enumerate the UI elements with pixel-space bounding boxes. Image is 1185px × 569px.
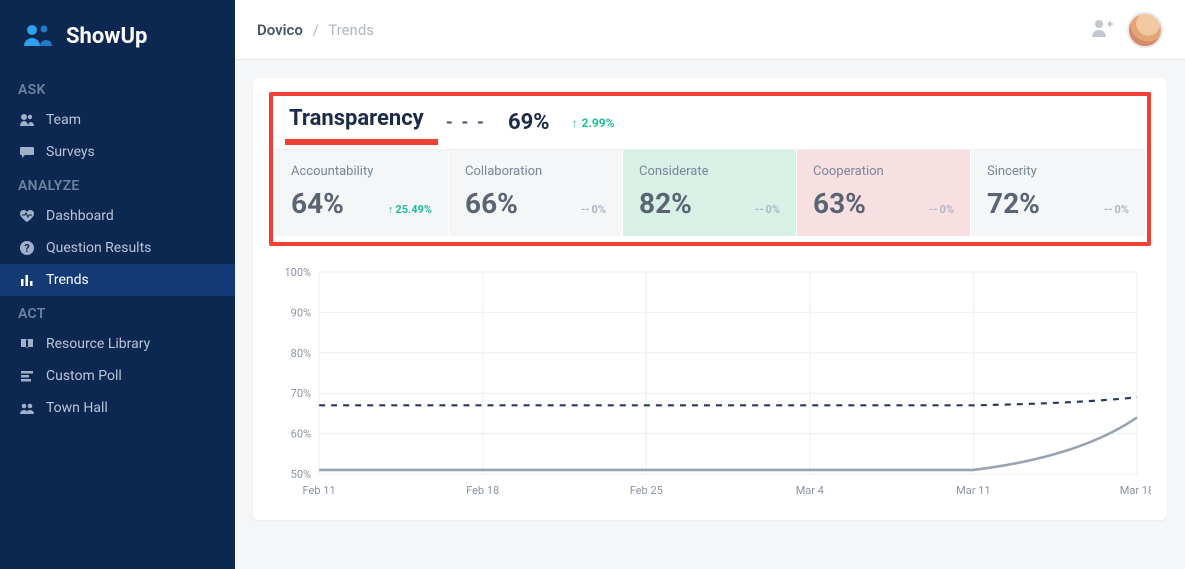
transparency-delta-value: 2.99% (582, 116, 615, 130)
delta-arrow-icon: -- (929, 203, 938, 216)
metric-value: 63% (813, 187, 866, 220)
metric-card-sincerity[interactable]: Sincerity 72% --0% (971, 150, 1145, 236)
svg-text:Mar 18: Mar 18 (1120, 484, 1151, 497)
sidebar-item-label: Trends (46, 272, 89, 288)
chat-icon (18, 145, 36, 159)
poll-icon (18, 369, 36, 383)
app-root: ShowUp ASK Team Surveys ANALYZE Dashboard? Qu… (0, 0, 1185, 569)
svg-text:Mar 11: Mar 11 (956, 484, 990, 497)
content: Transparency - - - 69% ↑ 2.99% Accountab… (235, 60, 1185, 569)
svg-text:80%: 80% (291, 347, 311, 360)
svg-text:Feb 18: Feb 18 (466, 484, 499, 497)
transparency-dashes: - - - (446, 112, 486, 133)
svg-text:70%: 70% (291, 387, 311, 400)
sidebar-item-resource-library[interactable]: Resource Library (0, 328, 235, 360)
metric-card-accountability[interactable]: Accountability 64% ↑25.49% (275, 150, 449, 236)
sidebar-item-label: Resource Library (46, 336, 150, 352)
metric-delta: --0% (581, 203, 606, 216)
brand-name: ShowUp (66, 24, 147, 49)
sidebar-item-label: Dashboard (46, 208, 114, 224)
delta-arrow-icon: -- (755, 203, 764, 216)
svg-text:60%: 60% (291, 428, 311, 441)
team-icon (18, 113, 36, 127)
svg-text:Feb 25: Feb 25 (630, 484, 663, 497)
svg-text:Mar 4: Mar 4 (796, 484, 824, 497)
topbar: Dovico / Trends (235, 0, 1185, 60)
sidebar-item-custom-poll[interactable]: Custom Poll (0, 360, 235, 392)
transparency-header-row: Transparency - - - 69% ↑ 2.99% (275, 98, 1145, 149)
transparency-delta: ↑ 2.99% (572, 116, 615, 130)
metrics-grid: Accountability 64% ↑25.49% Collaboration 66%… (275, 149, 1145, 236)
svg-text:90%: 90% (291, 306, 311, 319)
add-user-icon[interactable] (1091, 18, 1113, 42)
people-icon (18, 401, 36, 415)
metric-value: 64% (291, 187, 344, 220)
question-icon: ? (18, 240, 36, 256)
svg-text:50%: 50% (291, 468, 311, 481)
transparency-title[interactable]: Transparency (289, 106, 424, 139)
metric-label: Collaboration (465, 164, 606, 179)
sidebar-section-label: ACT (0, 296, 235, 328)
sidebar-section-label: ASK (0, 72, 235, 104)
heart-icon (18, 209, 36, 223)
transparency-percent: 69% (508, 110, 550, 135)
trends-chart: 50% 60% 70% 80% 90% 100% Feb 11 Feb 18 Feb 25 Mar… (269, 262, 1151, 502)
sidebar-item-team[interactable]: Team (0, 104, 235, 136)
brand-logo-icon (22, 22, 56, 50)
metric-value: 72% (987, 187, 1040, 220)
metric-value: 66% (465, 187, 518, 220)
delta-arrow-icon: ↑ (388, 203, 394, 216)
metric-delta: --0% (1104, 203, 1129, 216)
metric-label: Accountability (291, 164, 432, 179)
sidebar-item-surveys[interactable]: Surveys (0, 136, 235, 168)
book-icon (18, 337, 36, 351)
breadcrumb-current: Trends (328, 21, 374, 39)
metric-label: Considerate (639, 164, 780, 179)
metric-delta: ↑25.49% (388, 203, 432, 216)
arrow-up-icon: ↑ (572, 116, 578, 130)
sidebar-nav: ASK Team Surveys ANALYZE Dashboard? Question … (0, 72, 235, 424)
sidebar-item-label: Question Results (46, 240, 151, 256)
metric-delta: --0% (929, 203, 954, 216)
metric-label: Cooperation (813, 164, 954, 179)
sidebar-section-label: ANALYZE (0, 168, 235, 200)
metric-card-collaboration[interactable]: Collaboration 66% --0% (449, 150, 623, 236)
main: Dovico / Trends Transparency - - - 69% (235, 0, 1185, 569)
svg-text:100%: 100% (284, 266, 311, 279)
delta-arrow-icon: -- (1104, 203, 1113, 216)
sidebar-item-town-hall[interactable]: Town Hall (0, 392, 235, 424)
bars-vert-icon (18, 273, 36, 287)
avatar[interactable] (1127, 12, 1163, 48)
sidebar-item-trends[interactable]: Trends (0, 264, 235, 296)
svg-text:?: ? (24, 242, 30, 255)
delta-arrow-icon: -- (581, 203, 590, 216)
svg-text:Feb 11: Feb 11 (303, 484, 336, 497)
metric-delta: --0% (755, 203, 780, 216)
topbar-right (1091, 12, 1163, 48)
sidebar-item-question-results[interactable]: ? Question Results (0, 232, 235, 264)
breadcrumb-sep: / (313, 21, 319, 39)
sidebar-item-label: Custom Poll (46, 368, 122, 384)
sidebar-item-dashboard[interactable]: Dashboard (0, 200, 235, 232)
metrics-highlight-box: Transparency - - - 69% ↑ 2.99% Accountab… (269, 92, 1151, 246)
sidebar: ShowUp ASK Team Surveys ANALYZE Dashboard? Qu… (0, 0, 235, 569)
breadcrumb-primary[interactable]: Dovico (257, 21, 303, 39)
metric-card-considerate[interactable]: Considerate 82% --0% (623, 150, 797, 236)
brand: ShowUp (0, 10, 235, 72)
metric-label: Sincerity (987, 164, 1129, 179)
sidebar-item-label: Town Hall (46, 400, 108, 416)
panel: Transparency - - - 69% ↑ 2.99% Accountab… (253, 78, 1167, 520)
breadcrumb: Dovico / Trends (257, 21, 374, 39)
sidebar-item-label: Team (46, 112, 81, 128)
sidebar-item-label: Surveys (46, 144, 95, 160)
metric-card-cooperation[interactable]: Cooperation 63% --0% (797, 150, 971, 236)
metric-value: 82% (639, 187, 692, 220)
